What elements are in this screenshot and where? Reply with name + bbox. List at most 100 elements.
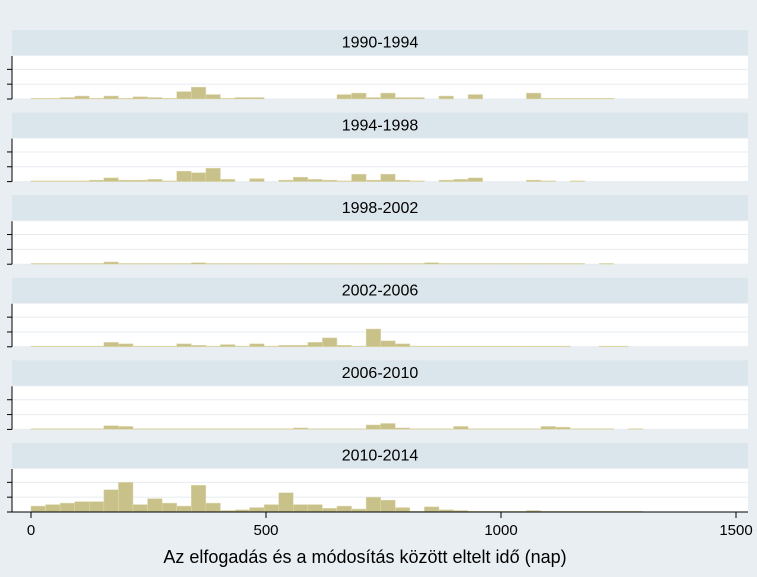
- bar: [205, 263, 221, 265]
- bar: [161, 502, 177, 513]
- bar: [598, 428, 615, 430]
- bar: [438, 95, 454, 100]
- bar: [526, 179, 542, 182]
- bar: [395, 343, 411, 348]
- bar: [351, 173, 367, 182]
- bar: [103, 177, 119, 182]
- bar: [336, 263, 352, 265]
- bar: [336, 94, 352, 100]
- bar: [380, 340, 396, 348]
- bar: [351, 345, 367, 348]
- bar: [249, 178, 265, 182]
- bar: [336, 428, 352, 430]
- bar: [249, 97, 265, 100]
- panel-header: [12, 443, 748, 468]
- bar: [30, 98, 46, 100]
- bar: [30, 180, 46, 182]
- bar: [365, 328, 381, 348]
- bar: [263, 504, 279, 513]
- x-axis-title: Az elfogadás és a módosítás között eltel…: [163, 547, 566, 567]
- bar: [322, 179, 338, 182]
- x-tick-label: 1000: [484, 522, 517, 539]
- panel-title: 2010-2014: [342, 448, 419, 465]
- bar: [103, 342, 119, 348]
- bar: [234, 263, 250, 265]
- bar: [45, 428, 61, 430]
- bar: [526, 345, 542, 348]
- bar: [74, 95, 90, 100]
- bar: [322, 337, 338, 348]
- bar: [598, 345, 615, 348]
- bar: [176, 428, 192, 430]
- bar: [409, 180, 425, 182]
- bar: [176, 91, 192, 100]
- bar: [293, 176, 309, 182]
- bar: [147, 498, 163, 513]
- bar: [147, 97, 163, 100]
- bar: [365, 179, 381, 182]
- bar: [322, 428, 338, 430]
- bar: [220, 428, 236, 430]
- bar: [365, 496, 381, 513]
- bar: [103, 489, 119, 513]
- bar: [234, 428, 250, 430]
- bar: [59, 263, 75, 265]
- panel-header: [12, 30, 748, 55]
- bar: [307, 179, 323, 182]
- bar: [161, 263, 177, 265]
- x-tick-label: 0: [27, 522, 35, 539]
- bar: [395, 97, 411, 100]
- bar: [45, 98, 61, 100]
- bar: [89, 263, 105, 265]
- bar: [132, 428, 148, 430]
- bar: [540, 180, 556, 182]
- bar: [59, 97, 75, 100]
- bar: [263, 345, 279, 348]
- bar: [293, 345, 309, 348]
- bar: [555, 345, 571, 348]
- bar: [351, 92, 367, 100]
- bar: [176, 505, 192, 513]
- bar: [118, 98, 134, 100]
- bar: [220, 98, 236, 100]
- bar: [45, 504, 61, 513]
- bar: [453, 426, 469, 430]
- bar: [263, 428, 279, 430]
- bar: [103, 95, 119, 100]
- bar: [336, 180, 352, 182]
- bar: [380, 263, 396, 265]
- bar: [584, 428, 600, 430]
- bar: [147, 263, 163, 265]
- bar: [526, 263, 542, 265]
- bar: [336, 505, 352, 513]
- panel-header: [12, 277, 748, 303]
- bar: [555, 263, 571, 265]
- bar: [496, 263, 513, 265]
- bar: [118, 482, 134, 513]
- bar: [526, 428, 542, 430]
- bar: [30, 428, 46, 430]
- bar: [30, 505, 46, 513]
- bar: [526, 92, 542, 100]
- bar: [438, 263, 454, 265]
- bar: [482, 345, 498, 348]
- bar: [424, 345, 440, 348]
- bar: [438, 428, 454, 430]
- plot-area: [12, 386, 748, 430]
- bar: [336, 345, 352, 348]
- bar: [45, 345, 61, 348]
- panel-title: 1998-2002: [342, 200, 419, 217]
- bar: [89, 501, 105, 513]
- bar: [395, 427, 411, 430]
- bar: [365, 97, 381, 100]
- bar: [380, 423, 396, 430]
- bar: [191, 345, 207, 348]
- plot-area: [12, 138, 748, 182]
- bar: [89, 345, 105, 348]
- bar: [205, 428, 221, 430]
- bar: [453, 263, 469, 265]
- bar: [351, 428, 367, 430]
- bar: [555, 426, 571, 430]
- panel-header: [12, 112, 748, 138]
